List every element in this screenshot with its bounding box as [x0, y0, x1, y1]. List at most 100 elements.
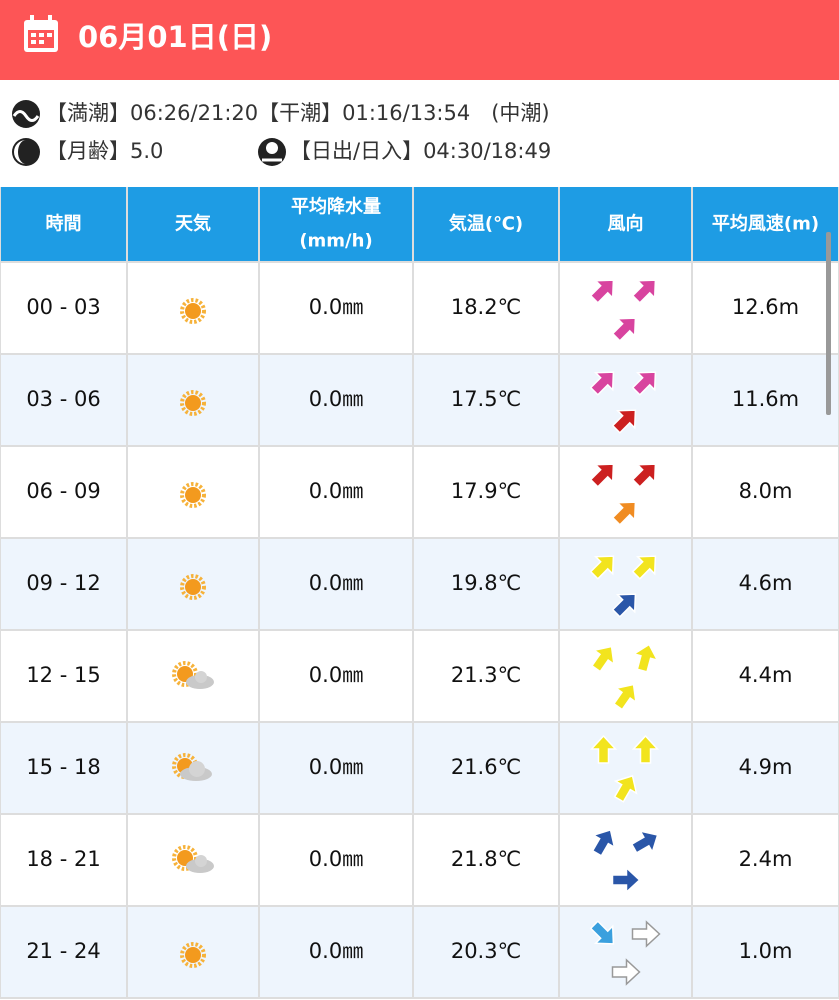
wind-arrow [611, 958, 641, 986]
table-cell: 21.3℃ [451, 663, 521, 687]
table-cell: 09 - 12 [26, 571, 100, 595]
weather-icon [172, 753, 212, 781]
table-cell: 21 - 24 [26, 939, 100, 963]
cloud [195, 671, 207, 683]
table-cell: 2.4m [739, 847, 793, 871]
table-cell: 0.0㎜ [309, 663, 363, 687]
wind-arrow [631, 734, 660, 764]
column-header: 天気 [175, 213, 211, 235]
sun-rays [180, 942, 206, 968]
table-cell: 12.6m [732, 295, 799, 319]
sun-rays [180, 574, 206, 600]
weather-icon [172, 845, 214, 873]
wind-arrow [589, 920, 615, 945]
column-header: (mm/h) [299, 231, 372, 252]
table-row [0, 906, 839, 998]
table-cell: 06 - 09 [26, 479, 100, 503]
table-cell: 18.2℃ [451, 295, 521, 319]
table-row [0, 354, 839, 446]
table-cell: 15 - 18 [26, 755, 100, 779]
wind-arrow [611, 501, 637, 526]
wind-arrow [631, 371, 657, 396]
wind-arrow [590, 645, 615, 673]
wind-arrow [631, 279, 657, 304]
wind-arrow [589, 371, 615, 396]
wind-arrow [589, 279, 615, 304]
table-cell: 0.0㎜ [309, 387, 363, 411]
table-cell: 8.0m [739, 479, 793, 503]
header-bar [0, 0, 839, 80]
wind-arrow [591, 828, 616, 857]
column-header: 平均降水量 [291, 196, 381, 218]
weather-icon [180, 298, 206, 324]
column-header: 時間 [46, 214, 82, 235]
sun-core [185, 487, 201, 503]
table-row [0, 538, 839, 630]
table-cell: 17.9℃ [451, 479, 521, 503]
weather-icon [180, 390, 206, 416]
tide-icon [12, 100, 40, 128]
sun-rays [180, 390, 206, 416]
date-title: 06月01日(日) [78, 20, 272, 54]
table-cell: 19.8℃ [451, 571, 521, 595]
table-row [0, 446, 839, 538]
sun-rays [180, 298, 206, 324]
wind-arrow [611, 409, 637, 434]
table-row [0, 722, 839, 814]
sun-icon [258, 138, 286, 166]
wind-arrow [611, 317, 637, 342]
table-cell: 20.3℃ [451, 939, 521, 963]
table-cell: 17.5℃ [451, 387, 521, 411]
weather-icon [180, 942, 206, 968]
wind-arrow [589, 734, 618, 764]
weather-icon [172, 661, 214, 689]
wind-arrow [589, 463, 615, 488]
wind-arrow [631, 920, 661, 948]
wind-arrow [613, 774, 638, 803]
table-cell: 03 - 06 [26, 387, 100, 411]
table-cell: 00 - 03 [26, 295, 100, 319]
wind-arrow [631, 463, 657, 488]
sun-core [185, 947, 201, 963]
table-cell: 18 - 21 [26, 847, 100, 871]
table-cell: 0.0㎜ [309, 939, 363, 963]
table-row [0, 262, 839, 354]
column-header: 風向 [608, 213, 644, 235]
table-cell: 0.0㎜ [309, 847, 363, 871]
cloud [195, 855, 207, 867]
sun-info: 【日出/日入】04:30/18:49 [290, 139, 551, 163]
wind-arrow [630, 829, 659, 854]
scrollbar [826, 232, 831, 415]
tide-info: 【満潮】06:26/21:20【干潮】01:16/13:54 (中潮) [46, 101, 550, 125]
moon-icon [12, 138, 40, 166]
wind-arrow [589, 555, 615, 580]
table-cell: 0.0㎜ [309, 755, 363, 779]
wind-arrow [632, 643, 659, 673]
wind-arrow [611, 593, 637, 618]
table-cell: 12 - 15 [26, 663, 100, 687]
forecast-table: 時間 天気 平均降水量 (mm/h) 気温(℃) 風向 平均風速(m) 00 - 03 0.0㎜… [0, 187, 839, 999]
sun-core [185, 303, 201, 319]
table-cell: 4.9m [739, 755, 793, 779]
column-header: 平均風速(m) [712, 213, 819, 235]
wind-arrow [631, 555, 657, 580]
table-cell: 0.0㎜ [309, 479, 363, 503]
sun-rays [180, 482, 206, 508]
table-cell: 21.6℃ [451, 755, 521, 779]
table-row [0, 630, 839, 722]
weather-icon [180, 482, 206, 508]
sun-core [185, 395, 201, 411]
table-row [0, 814, 839, 906]
table-cell: 21.8℃ [451, 847, 521, 871]
weather-icon [180, 574, 206, 600]
moon-info: 【月齢】5.0 [46, 139, 163, 163]
table-cell: 11.6m [732, 387, 799, 411]
header-row [0, 187, 839, 262]
table-cell: 0.0㎜ [309, 571, 363, 595]
column-header: 気温(℃) [449, 213, 523, 235]
table-cell: 4.4m [739, 663, 793, 687]
wind-arrow [612, 683, 637, 711]
wind-arrow [611, 866, 641, 894]
